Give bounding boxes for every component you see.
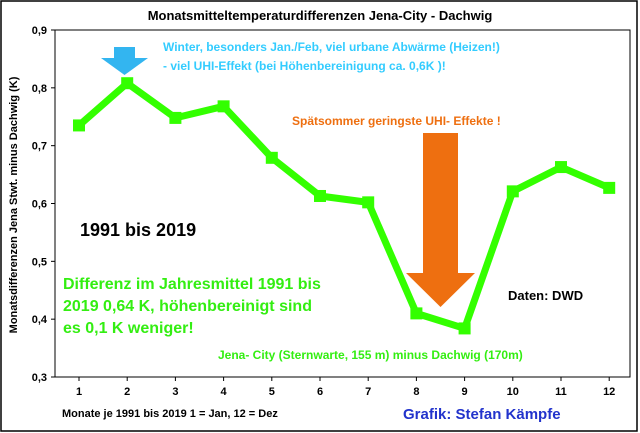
x-axis-ticks: 1 2 3 4 5 6 7 8 9 10 11 12 (76, 377, 615, 398)
series-points (73, 77, 616, 335)
data-point (362, 196, 375, 209)
x-tick-label: 10 (507, 386, 519, 398)
difference-note-line1: Differenz im Jahresmittel 1991 bis (63, 276, 321, 293)
x-axis-label: Monate je 1991 bis 2019 1 = Jan, 12 = De… (62, 408, 278, 420)
y-tick-label: 0,4 (32, 314, 48, 326)
stations-note: Jena- City (Sternwarte, 155 m) minus Dac… (218, 348, 523, 362)
y-tick-label: 0,9 (32, 25, 47, 37)
data-point (603, 181, 616, 194)
difference-note-line2: 2019 0,64 K, höhenbereinigt sind (63, 298, 312, 315)
period-label: 1991 bis 2019 (80, 220, 196, 240)
x-tick-label: 5 (269, 386, 275, 398)
data-point (265, 151, 278, 164)
x-tick-label: 2 (124, 386, 130, 398)
x-tick-label: 12 (603, 386, 615, 398)
x-tick-label: 7 (365, 386, 371, 398)
difference-note-line3: es 0,1 K weniger! (63, 320, 194, 337)
series-line (75, 79, 613, 332)
data-point (121, 77, 134, 90)
y-tick-label: 0,6 (32, 199, 47, 211)
late-summer-note: Spätsommer geringste UHI- Effekte ! (292, 114, 501, 128)
x-tick-label: 9 (462, 386, 468, 398)
x-tick-label: 3 (172, 386, 178, 398)
y-tick-label: 0,7 (32, 141, 47, 153)
data-point (555, 161, 567, 174)
x-tick-label: 6 (317, 386, 323, 398)
x-tick-label: 1 (76, 386, 82, 398)
data-point (506, 185, 519, 198)
plot-area (54, 29, 631, 378)
y-tick-label: 0,3 (32, 372, 47, 384)
winter-arrow (101, 47, 148, 75)
x-tick-label: 11 (555, 386, 567, 398)
data-point (169, 111, 182, 124)
credit-label: Grafik: Stefan Kämpfe (403, 406, 561, 423)
x-tick-label: 4 (221, 386, 228, 398)
data-point (458, 322, 471, 335)
data-point (410, 307, 423, 320)
x-tick-label: 8 (413, 386, 419, 398)
winter-note-line2: - viel UHI-Effekt (bei Höhenbereinigung … (163, 59, 446, 73)
data-point (73, 119, 85, 132)
y-tick-label: 0,8 (32, 83, 47, 95)
data-point (217, 100, 230, 113)
data-point (314, 189, 326, 202)
winter-note-line1: Winter, besonders Jan./Feb, viel urbane … (163, 40, 500, 54)
y-axis-label: Monatsdifferenzen Jena Stwt. minus Dachw… (8, 76, 20, 333)
y-axis-ticks: 0,3 0,4 0,5 0,6 0,7 0,8 0,9 (32, 25, 55, 384)
late-summer-arrow (406, 133, 475, 307)
y-tick-label: 0,5 (32, 256, 47, 268)
data-source-label: Daten: DWD (508, 288, 583, 303)
chart-title: Monatsmitteltemperaturdifferenzen Jena-C… (148, 8, 493, 23)
